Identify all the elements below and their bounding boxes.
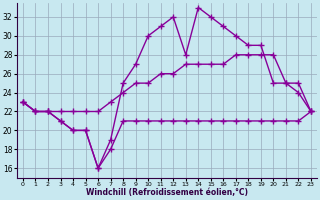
X-axis label: Windchill (Refroidissement éolien,°C): Windchill (Refroidissement éolien,°C) — [86, 188, 248, 197]
